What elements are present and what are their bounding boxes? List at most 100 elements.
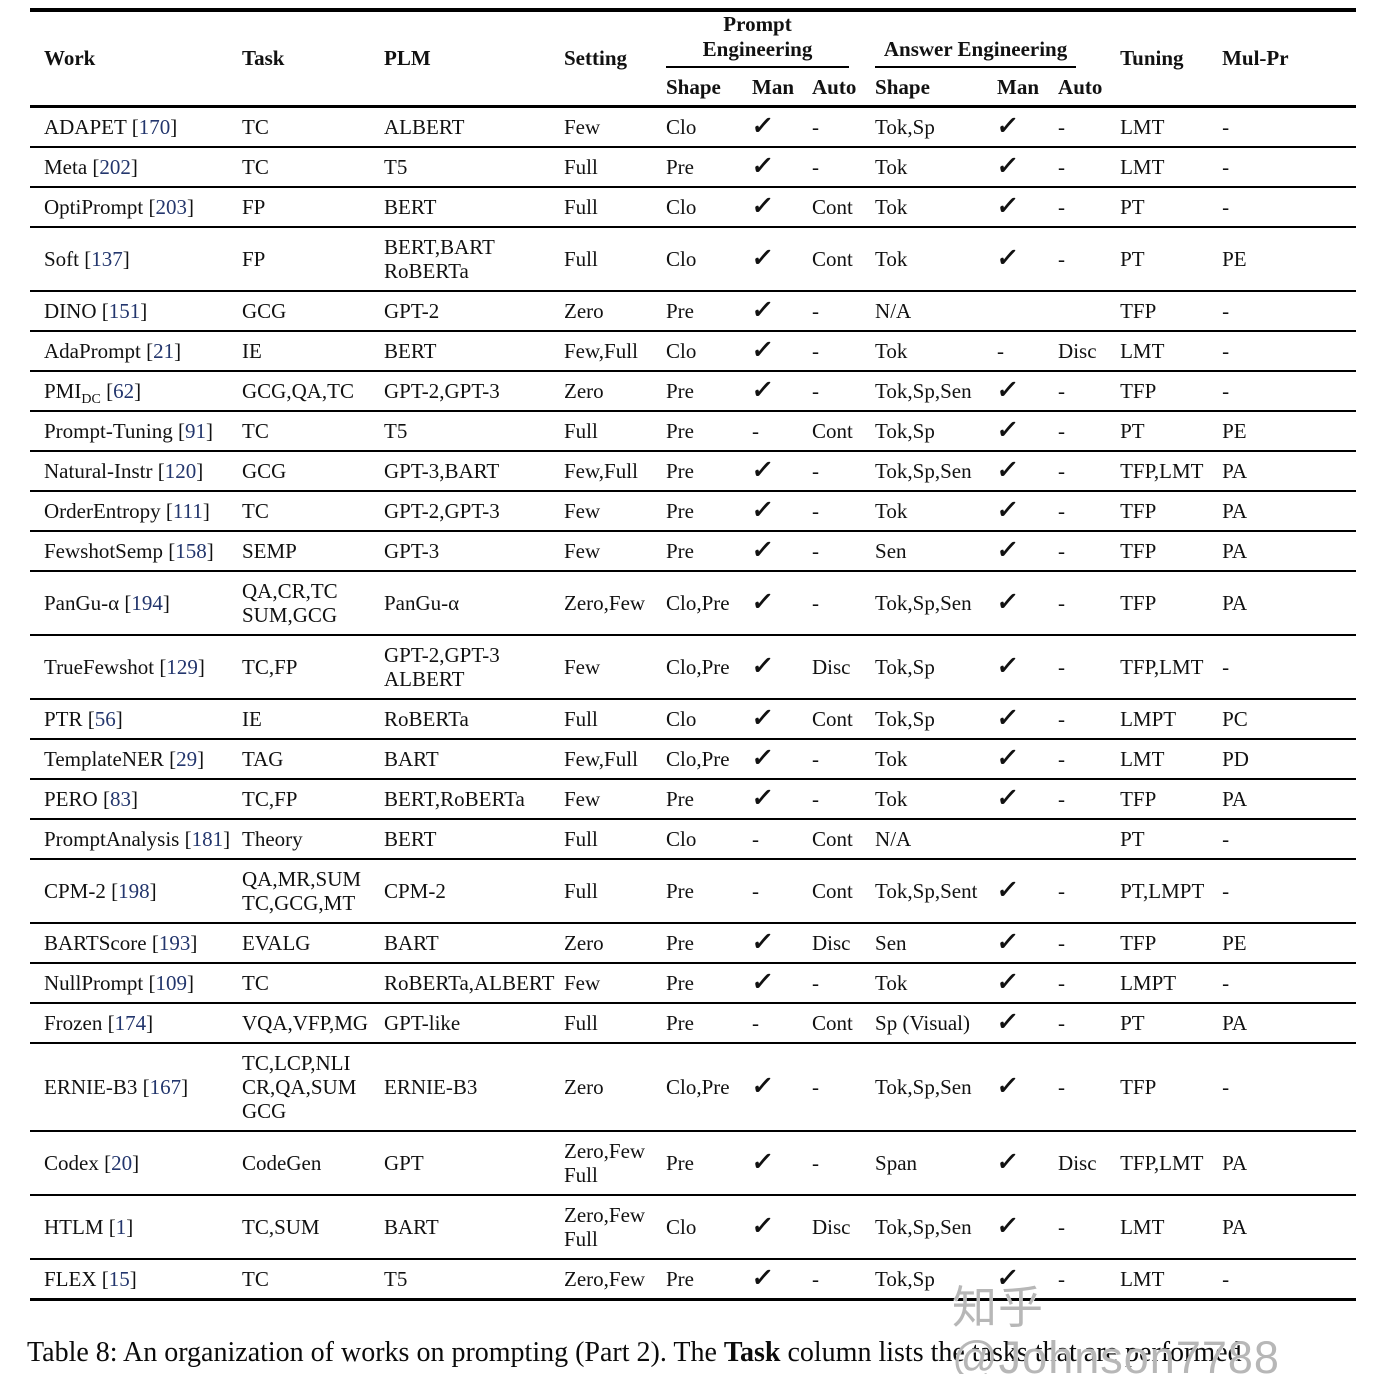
citation-link[interactable]: 194: [131, 590, 163, 615]
citation-link[interactable]: 120: [164, 458, 197, 483]
citation-link[interactable]: 1: [115, 1214, 127, 1239]
cell-ae-man: ✓: [997, 451, 1058, 491]
citation-link[interactable]: 62: [113, 378, 135, 403]
cell-pe-man: ✓: [752, 635, 812, 699]
cell-mulpr: -: [1222, 1266, 1230, 1291]
cell-ae-auto: -: [1058, 1266, 1066, 1291]
citation-link[interactable]: 56: [94, 706, 116, 731]
citation-link[interactable]: 151: [108, 298, 141, 323]
checkmark-icon: ✓: [997, 1264, 1020, 1292]
citation-link[interactable]: 202: [99, 154, 131, 179]
cell-pe-auto: Cont: [812, 418, 853, 443]
cell-work: OrderEntropy [111]: [44, 498, 210, 523]
cell-ae-shape: Sen: [875, 930, 907, 955]
cell-tuning: PT,LMPT: [1120, 878, 1205, 903]
cell-pe-shape: Clo: [666, 114, 697, 139]
cell-ae-man: ✓: [997, 963, 1058, 1003]
checkmark-icon: ✓: [752, 244, 775, 272]
cell-tuning: TFP,LMT: [1120, 458, 1204, 483]
cell-ae-auto: -: [1058, 590, 1066, 615]
citation-link[interactable]: 83: [109, 786, 131, 811]
checkmark-icon: ✓: [752, 192, 775, 220]
checkmark-icon: ✓: [997, 192, 1020, 220]
cell-setting: Full: [564, 878, 598, 903]
cell-tuning: TFP: [1120, 498, 1157, 523]
caption-bold-word: Task: [723, 1337, 781, 1368]
cell-pe-man: ✓: [752, 106, 812, 147]
cell-ae-auto: [1058, 819, 1120, 859]
cell-work: ERNIE-B3 [167]: [44, 1074, 189, 1099]
citation-link[interactable]: 91: [185, 418, 207, 443]
cell-ae-man: ✓: [997, 106, 1058, 147]
cell-pe-auto: Cont: [812, 194, 853, 219]
cell-ae-man: ✓: [997, 1195, 1058, 1259]
citation-link[interactable]: 174: [114, 1010, 147, 1035]
citation-link[interactable]: 109: [155, 970, 187, 995]
cell-tuning: TFP: [1120, 786, 1157, 811]
cell-tuning: TFP: [1120, 538, 1157, 563]
cell-tuning: PT: [1120, 826, 1145, 851]
cell-ae-man: ✓: [997, 371, 1058, 411]
cell-work: ADAPET [170]: [44, 114, 178, 139]
citation-link[interactable]: 137: [91, 246, 123, 271]
cell-ae-man: ✓: [997, 1003, 1058, 1043]
table-row: DINO [151] GCG GPT-2 Zero Pre ✓ - N/A TFP -: [30, 290, 1357, 331]
cell-pe-shape: Pre: [666, 1266, 694, 1291]
checkmark-icon: ✓: [997, 784, 1020, 812]
cell-ae-auto: -: [1058, 538, 1066, 563]
citation-link[interactable]: 167: [149, 1074, 182, 1099]
citation-link[interactable]: 170: [138, 114, 171, 139]
citation-link[interactable]: 198: [118, 878, 150, 903]
citation-link[interactable]: 20: [111, 1150, 133, 1175]
cell-tuning: LMT: [1120, 114, 1165, 139]
cell-pe-shape: Pre: [666, 878, 694, 903]
citation-link[interactable]: 21: [153, 338, 175, 363]
cell-task: TC,FP: [242, 786, 298, 811]
cell-plm: ERNIE-B3: [384, 1074, 478, 1099]
cell-plm: GPT: [384, 1150, 424, 1175]
column-header-setting: Setting: [564, 45, 627, 70]
cell-pe-auto: -: [812, 1150, 819, 1175]
checkmark-icon: ✓: [752, 784, 775, 812]
cell-work: Meta [202]: [44, 154, 138, 179]
cell-pe-shape: Clo: [666, 706, 697, 731]
citation-link[interactable]: 181: [191, 826, 224, 851]
cell-mulpr: -: [1222, 298, 1230, 323]
cell-pe-man: ✓: [752, 291, 812, 331]
cell-work: PTR [56]: [44, 706, 123, 731]
cell-ae-shape: Tok,Sp,Sen: [875, 378, 972, 403]
cell-pe-shape: Clo: [666, 246, 697, 271]
cell-ae-auto: -: [1058, 930, 1066, 955]
cell-tuning: TFP: [1120, 590, 1157, 615]
table-row: PanGu-α [194] QA,CR,TC SUM,GCG PanGu-α Zero…: [30, 570, 1357, 635]
citation-link[interactable]: 129: [166, 654, 198, 679]
table-row: PMIDC [62] GCG,QA,TC GPT-2,GPT-3 Zero Pre ✓ - T…: [30, 370, 1357, 411]
column-header-work: Work: [44, 45, 96, 70]
cell-work: PromptAnalysis [181]: [44, 826, 231, 851]
cell-plm: BERT,BART RoBERTa: [384, 234, 495, 283]
cell-ae-man: [997, 291, 1058, 331]
cell-work: Natural-Instr [120]: [44, 458, 204, 483]
cell-task: TC: [242, 1266, 269, 1291]
column-header-tuning: Tuning: [1120, 45, 1184, 70]
citation-link[interactable]: 15: [108, 1266, 130, 1291]
checkmark-icon: ✓: [997, 152, 1020, 180]
cell-work: TemplateNER [29]: [44, 746, 205, 771]
cell-ae-man: ✓: [997, 779, 1058, 819]
cell-ae-shape: Sp (Visual): [875, 1010, 971, 1035]
cell-tuning: TFP: [1120, 930, 1157, 955]
caption-text-1: Table 8: An organization of works on pro…: [27, 1337, 724, 1368]
cell-setting: Full: [564, 418, 598, 443]
cell-ae-man: ✓: [997, 923, 1058, 963]
checkmark-icon: ✓: [752, 652, 775, 680]
citation-link[interactable]: 193: [158, 930, 191, 955]
citation-link[interactable]: 29: [176, 746, 198, 771]
citation-link[interactable]: 203: [155, 194, 187, 219]
citation-link[interactable]: 158: [175, 538, 207, 563]
cell-ae-shape: Tok,Sp: [875, 1266, 935, 1291]
cell-pe-man: -: [752, 418, 759, 443]
cell-ae-auto: -: [1058, 154, 1066, 179]
checkmark-icon: ✓: [752, 296, 775, 324]
citation-link[interactable]: 111: [172, 498, 203, 523]
cell-ae-shape: Tok: [875, 970, 908, 995]
